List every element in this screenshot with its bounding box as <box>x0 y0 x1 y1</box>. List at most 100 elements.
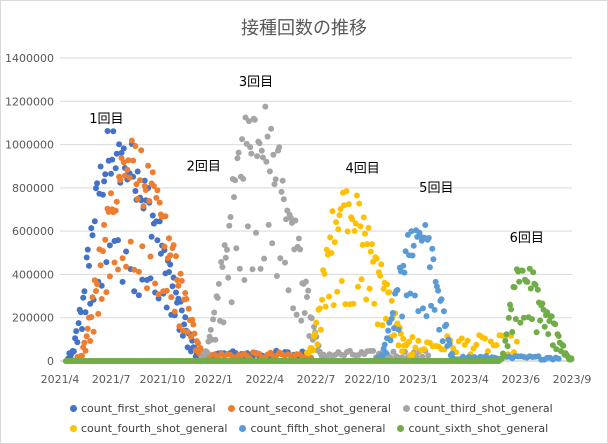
data-point <box>356 200 363 207</box>
data-point <box>549 342 556 349</box>
data-point <box>484 348 491 355</box>
data-point <box>233 245 240 252</box>
data-point <box>380 285 387 292</box>
data-point <box>319 296 326 303</box>
data-point <box>537 317 544 324</box>
x-tick-label: 2021/10 <box>140 373 186 386</box>
data-point <box>266 168 273 175</box>
data-point <box>163 304 170 311</box>
data-point <box>279 177 286 184</box>
data-point <box>161 243 168 250</box>
data-point <box>259 154 266 161</box>
legend-entry: count_sixth_shot_general <box>397 422 548 435</box>
data-point <box>517 319 524 326</box>
y-tick-label: 1200000 <box>5 95 54 108</box>
data-point <box>119 278 126 285</box>
data-point <box>350 300 357 307</box>
data-point <box>135 292 142 299</box>
data-point <box>276 144 283 151</box>
data-point <box>379 322 386 329</box>
data-point <box>106 273 113 280</box>
data-point <box>112 207 119 214</box>
data-point <box>227 214 234 220</box>
data-point <box>125 157 132 164</box>
legend-swatch <box>227 404 235 412</box>
data-point <box>359 241 366 248</box>
data-point <box>408 228 415 235</box>
data-point <box>182 290 189 296</box>
data-point <box>269 240 276 247</box>
series-annotation: 4回目 <box>346 162 380 177</box>
data-point <box>401 269 408 276</box>
data-point <box>473 341 480 348</box>
data-point <box>99 191 106 198</box>
data-point <box>179 327 186 334</box>
data-point <box>82 309 89 316</box>
data-point <box>406 338 413 345</box>
x-tick-label: 2021/7 <box>92 373 131 386</box>
data-point <box>285 287 292 294</box>
data-point <box>178 277 185 284</box>
data-point <box>316 305 323 312</box>
data-point <box>409 252 416 259</box>
x-tick-label: 2022/1 <box>194 373 233 386</box>
data-point <box>385 327 392 334</box>
data-point <box>327 234 334 241</box>
data-point <box>505 314 512 321</box>
data-point <box>149 212 156 219</box>
data-point <box>140 203 147 210</box>
data-point <box>175 282 182 289</box>
data-point <box>153 194 160 201</box>
data-point <box>410 242 417 249</box>
data-point <box>133 181 140 188</box>
data-point <box>211 309 218 316</box>
data-point <box>97 163 104 170</box>
data-point <box>553 346 560 353</box>
data-point <box>440 308 447 315</box>
data-point <box>409 334 416 340</box>
data-point <box>314 341 321 348</box>
data-point <box>130 157 137 164</box>
data-point <box>246 118 252 125</box>
data-point <box>86 262 92 269</box>
data-point <box>149 169 156 176</box>
data-point <box>384 281 390 288</box>
data-point <box>210 316 217 323</box>
data-point <box>277 255 284 262</box>
data-point <box>182 314 189 321</box>
data-point <box>364 241 371 248</box>
data-point <box>249 266 256 273</box>
data-point <box>247 144 254 151</box>
data-point <box>144 285 150 292</box>
data-point <box>546 318 553 324</box>
data-point <box>429 245 436 252</box>
data-point <box>357 223 364 230</box>
data-point <box>334 288 341 295</box>
legend-label: count_third_shot_general <box>413 401 553 415</box>
data-point <box>331 239 338 246</box>
data-point <box>109 156 116 163</box>
data-point <box>117 177 124 184</box>
data-point <box>256 140 263 147</box>
legend-entry: count_first_shot_general <box>70 402 216 415</box>
legend-swatch <box>70 424 77 432</box>
data-point <box>127 238 134 245</box>
data-point <box>287 214 294 221</box>
data-point <box>272 176 279 183</box>
y-tick-label: 600000 <box>12 225 54 238</box>
data-point <box>94 180 101 187</box>
data-point <box>504 343 511 350</box>
data-point <box>146 198 153 204</box>
data-point <box>176 323 183 330</box>
data-point <box>407 290 414 297</box>
x-tick-label: 2021/4 <box>41 373 80 386</box>
series-annotation: 6回目 <box>510 231 544 246</box>
data-point <box>147 253 154 260</box>
data-point <box>170 242 177 249</box>
data-point <box>254 153 261 160</box>
data-point <box>322 303 329 310</box>
data-point <box>512 316 519 322</box>
data-point <box>87 300 94 307</box>
data-point <box>241 277 248 283</box>
data-point <box>317 326 324 333</box>
